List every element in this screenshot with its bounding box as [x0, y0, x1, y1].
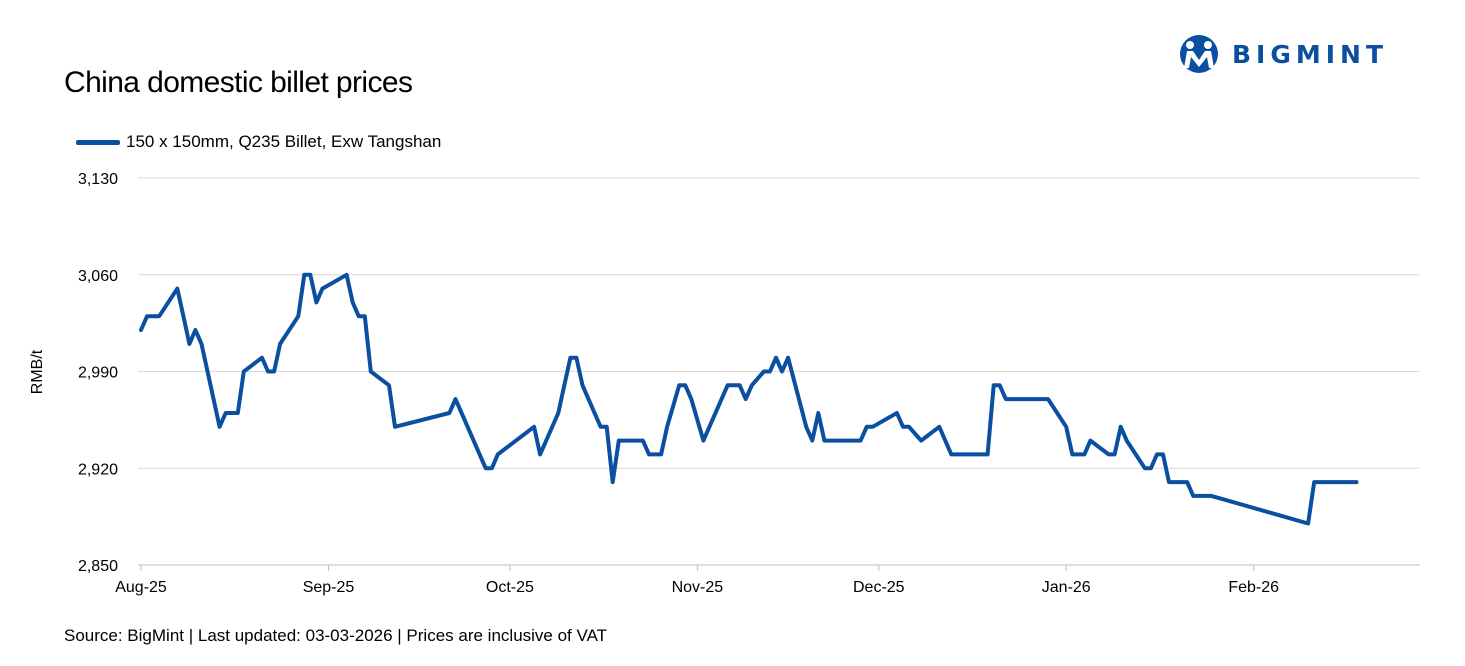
x-tick-label: Sep-25	[303, 579, 355, 596]
series-line	[139, 272, 1359, 526]
chart-legend: 150 x 150mm, Q235 Billet, Exw Tangshan	[76, 132, 441, 152]
legend-swatch	[76, 139, 120, 145]
x-tick-label: Dec-25	[853, 579, 905, 596]
y-axis-ticks: 2,850 2,920 2,990 3,060 3,130	[78, 171, 118, 575]
chart-title: China domestic billet prices	[64, 66, 413, 99]
x-tick-label: Oct-25	[486, 579, 534, 596]
x-tick-label: Nov-25	[672, 579, 724, 596]
legend-label: 150 x 150mm, Q235 Billet, Exw Tangshan	[126, 132, 442, 151]
bigmint-logo-icon	[1180, 35, 1218, 73]
x-tick-label: Feb-26	[1228, 579, 1279, 596]
brand-name: BIGMINT	[1232, 39, 1389, 69]
y-tick-label: 3,130	[78, 171, 118, 188]
y-tick-label: 2,990	[78, 365, 118, 382]
y-tick-label: 3,060	[78, 268, 118, 285]
x-tick-label: Jan-26	[1042, 579, 1091, 596]
source-note: Source: BigMint | Last updated: 03-03-20…	[64, 626, 608, 645]
series-lines	[139, 272, 1359, 526]
grid-lines	[138, 177, 1420, 469]
x-axis: Aug-25 Sep-25 Oct-25 Nov-25 Dec-25 Jan-26 Feb-…	[115, 564, 1420, 596]
y-tick-label: 2,920	[78, 461, 118, 478]
y-tick-label: 2,850	[78, 558, 118, 575]
brand-logo: BIGMINT	[1176, 34, 1388, 74]
x-tick-label: Aug-25	[115, 579, 167, 596]
y-axis-label: RMB/t	[29, 349, 46, 394]
